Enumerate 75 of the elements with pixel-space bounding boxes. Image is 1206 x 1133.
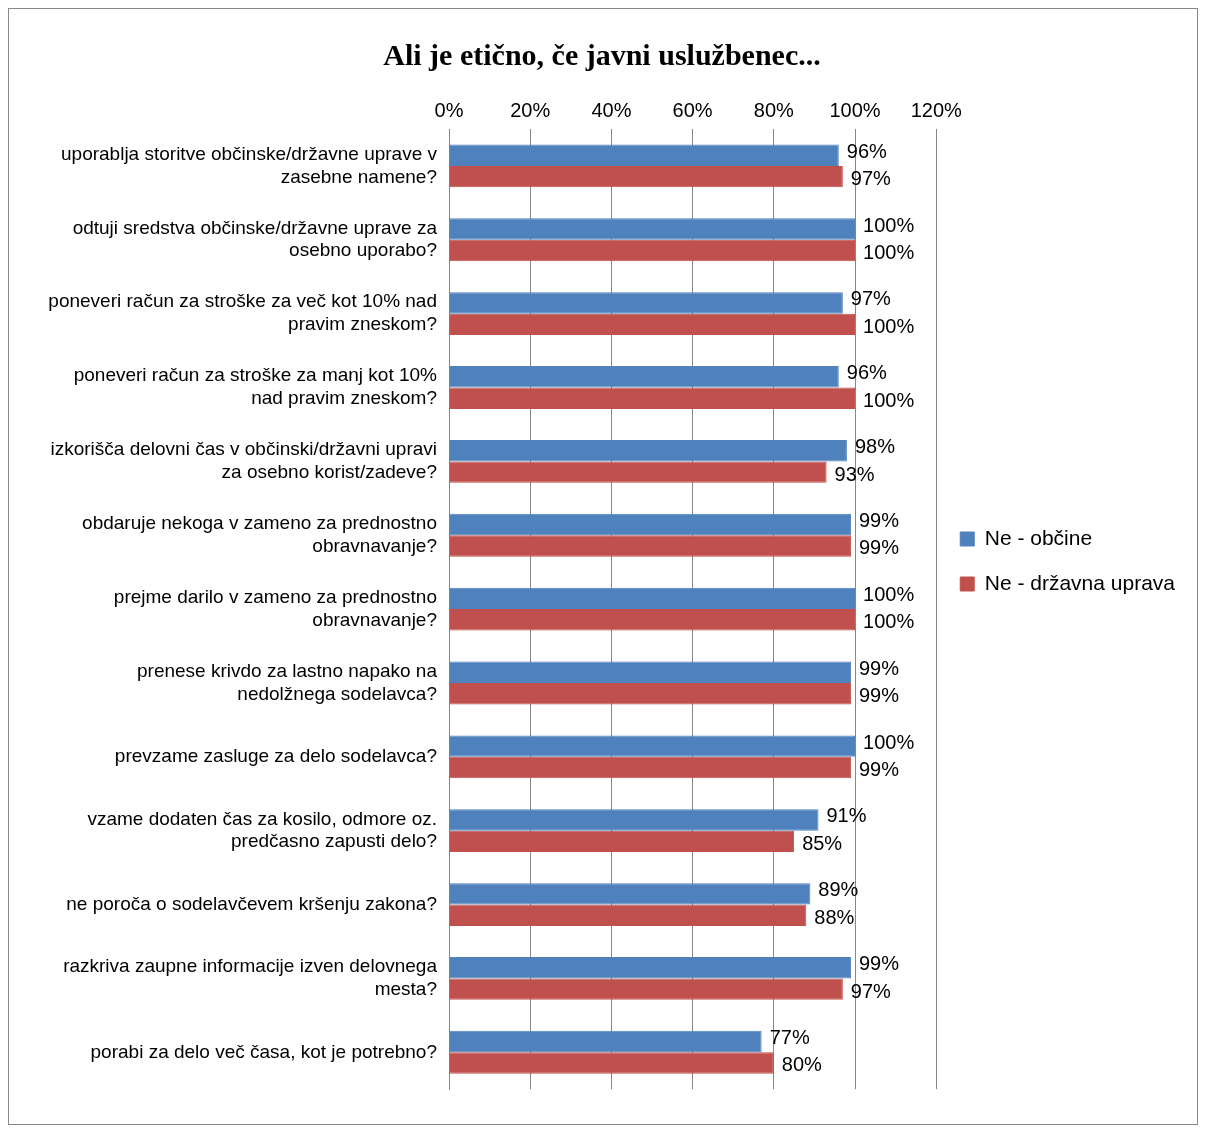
- bar: [449, 535, 851, 557]
- data-label: 88%: [814, 905, 855, 928]
- data-label: 96%: [846, 361, 888, 384]
- bar: [449, 809, 819, 831]
- data-label: 100%: [863, 388, 915, 411]
- y-tick-label: prejme darilo v zameno za prednostno obravnavanje?: [113, 585, 437, 630]
- x-tick-label: 100%: [829, 98, 881, 121]
- data-label: 100%: [863, 730, 915, 753]
- bar: [449, 1030, 762, 1053]
- data-label: 100%: [863, 610, 915, 633]
- chart-title: Ali je etično, če javni uslužbenec...: [383, 37, 821, 71]
- bar: [449, 513, 851, 536]
- data-label: 99%: [858, 656, 900, 679]
- data-label: 99%: [858, 684, 900, 707]
- data-label: 80%: [781, 1053, 823, 1076]
- data-label: 97%: [850, 979, 892, 1002]
- bar: [449, 587, 856, 610]
- bar: [449, 661, 851, 683]
- data-label: 77%: [769, 1026, 810, 1049]
- data-label: 99%: [858, 536, 900, 559]
- y-tick-label: izkorišča delovni čas v občinski/državni upravi za osebno korist/zadeve?: [50, 438, 437, 483]
- data-label: 97%: [850, 167, 892, 190]
- data-label: 100%: [863, 241, 915, 264]
- bar: [449, 682, 851, 705]
- bar: [449, 1052, 774, 1074]
- y-tick-label: vzame dodaten čas za kosilo, odmore oz. predčasno zapusti delo?: [87, 807, 437, 852]
- y-tick-label: porabi za delo več časa, kot je potrebno?: [90, 1040, 437, 1062]
- y-tick-label: uporablja storitve občinske/državne uprave v zasebne namene?: [61, 142, 438, 187]
- y-tick-label: obdaruje nekoga v zameno za prednostno obravnavanje?: [82, 512, 437, 556]
- data-label: 100%: [863, 582, 915, 605]
- data-label: 99%: [858, 758, 900, 781]
- data-label: 100%: [863, 314, 915, 337]
- bar: [449, 144, 839, 166]
- data-label: 100%: [863, 213, 915, 236]
- data-label: 85%: [802, 831, 843, 854]
- bar: [449, 218, 856, 240]
- y-tick-label: prevzame zasluge za delo sodelavca?: [114, 745, 437, 767]
- bar: [449, 387, 856, 409]
- bar: [449, 292, 843, 314]
- x-tick-label: 40%: [591, 98, 632, 121]
- y-tick-label: poneveri račun za stroške za več kot 10% nad pravim zneskom?: [48, 290, 437, 335]
- data-label: 93%: [834, 462, 875, 485]
- data-label: 96%: [846, 139, 888, 162]
- bar: [449, 165, 843, 188]
- legend-label: Ne - državna uprava: [984, 570, 1176, 594]
- x-tick-label: 0%: [434, 98, 464, 121]
- bar: [449, 904, 807, 926]
- bar: [449, 756, 851, 779]
- y-tick-label: razkriva zaupne informacije izven delovnega mesta?: [63, 955, 438, 1000]
- data-label: 89%: [818, 878, 859, 901]
- bar: [449, 461, 827, 483]
- data-label: 97%: [850, 287, 892, 310]
- y-tick-label: prenese krivdo za lastno napako na nedolžnega sodelavca?: [137, 659, 438, 704]
- x-tick-label: 20%: [510, 98, 551, 121]
- data-label: 98%: [854, 435, 896, 458]
- data-label: 99%: [858, 952, 900, 975]
- bar: [449, 439, 847, 462]
- bar: [449, 956, 851, 979]
- bar: [449, 609, 856, 631]
- bar: [449, 239, 856, 262]
- data-label: 99%: [858, 509, 900, 532]
- y-tick-label: odtuji sredstva občinske/državne uprave za osebno uporabo?: [72, 216, 438, 261]
- x-tick-label: 80%: [753, 98, 795, 121]
- x-tick-label: 120%: [910, 98, 963, 121]
- x-tick-label: 60%: [672, 98, 713, 121]
- bar: [449, 830, 795, 853]
- bar: [449, 366, 839, 388]
- y-tick-label: poneveri račun za stroške za manj kot 10% nad pravim zneskom?: [73, 364, 438, 409]
- legend-label: Ne - občine: [984, 525, 1093, 549]
- bar: [449, 883, 811, 905]
- data-label: 91%: [826, 804, 867, 827]
- bar: [449, 735, 856, 757]
- bar: [449, 978, 843, 1000]
- y-tick-label: ne poroča o sodelavčevem kršenju zakona?: [66, 892, 437, 914]
- bar: [449, 313, 856, 336]
